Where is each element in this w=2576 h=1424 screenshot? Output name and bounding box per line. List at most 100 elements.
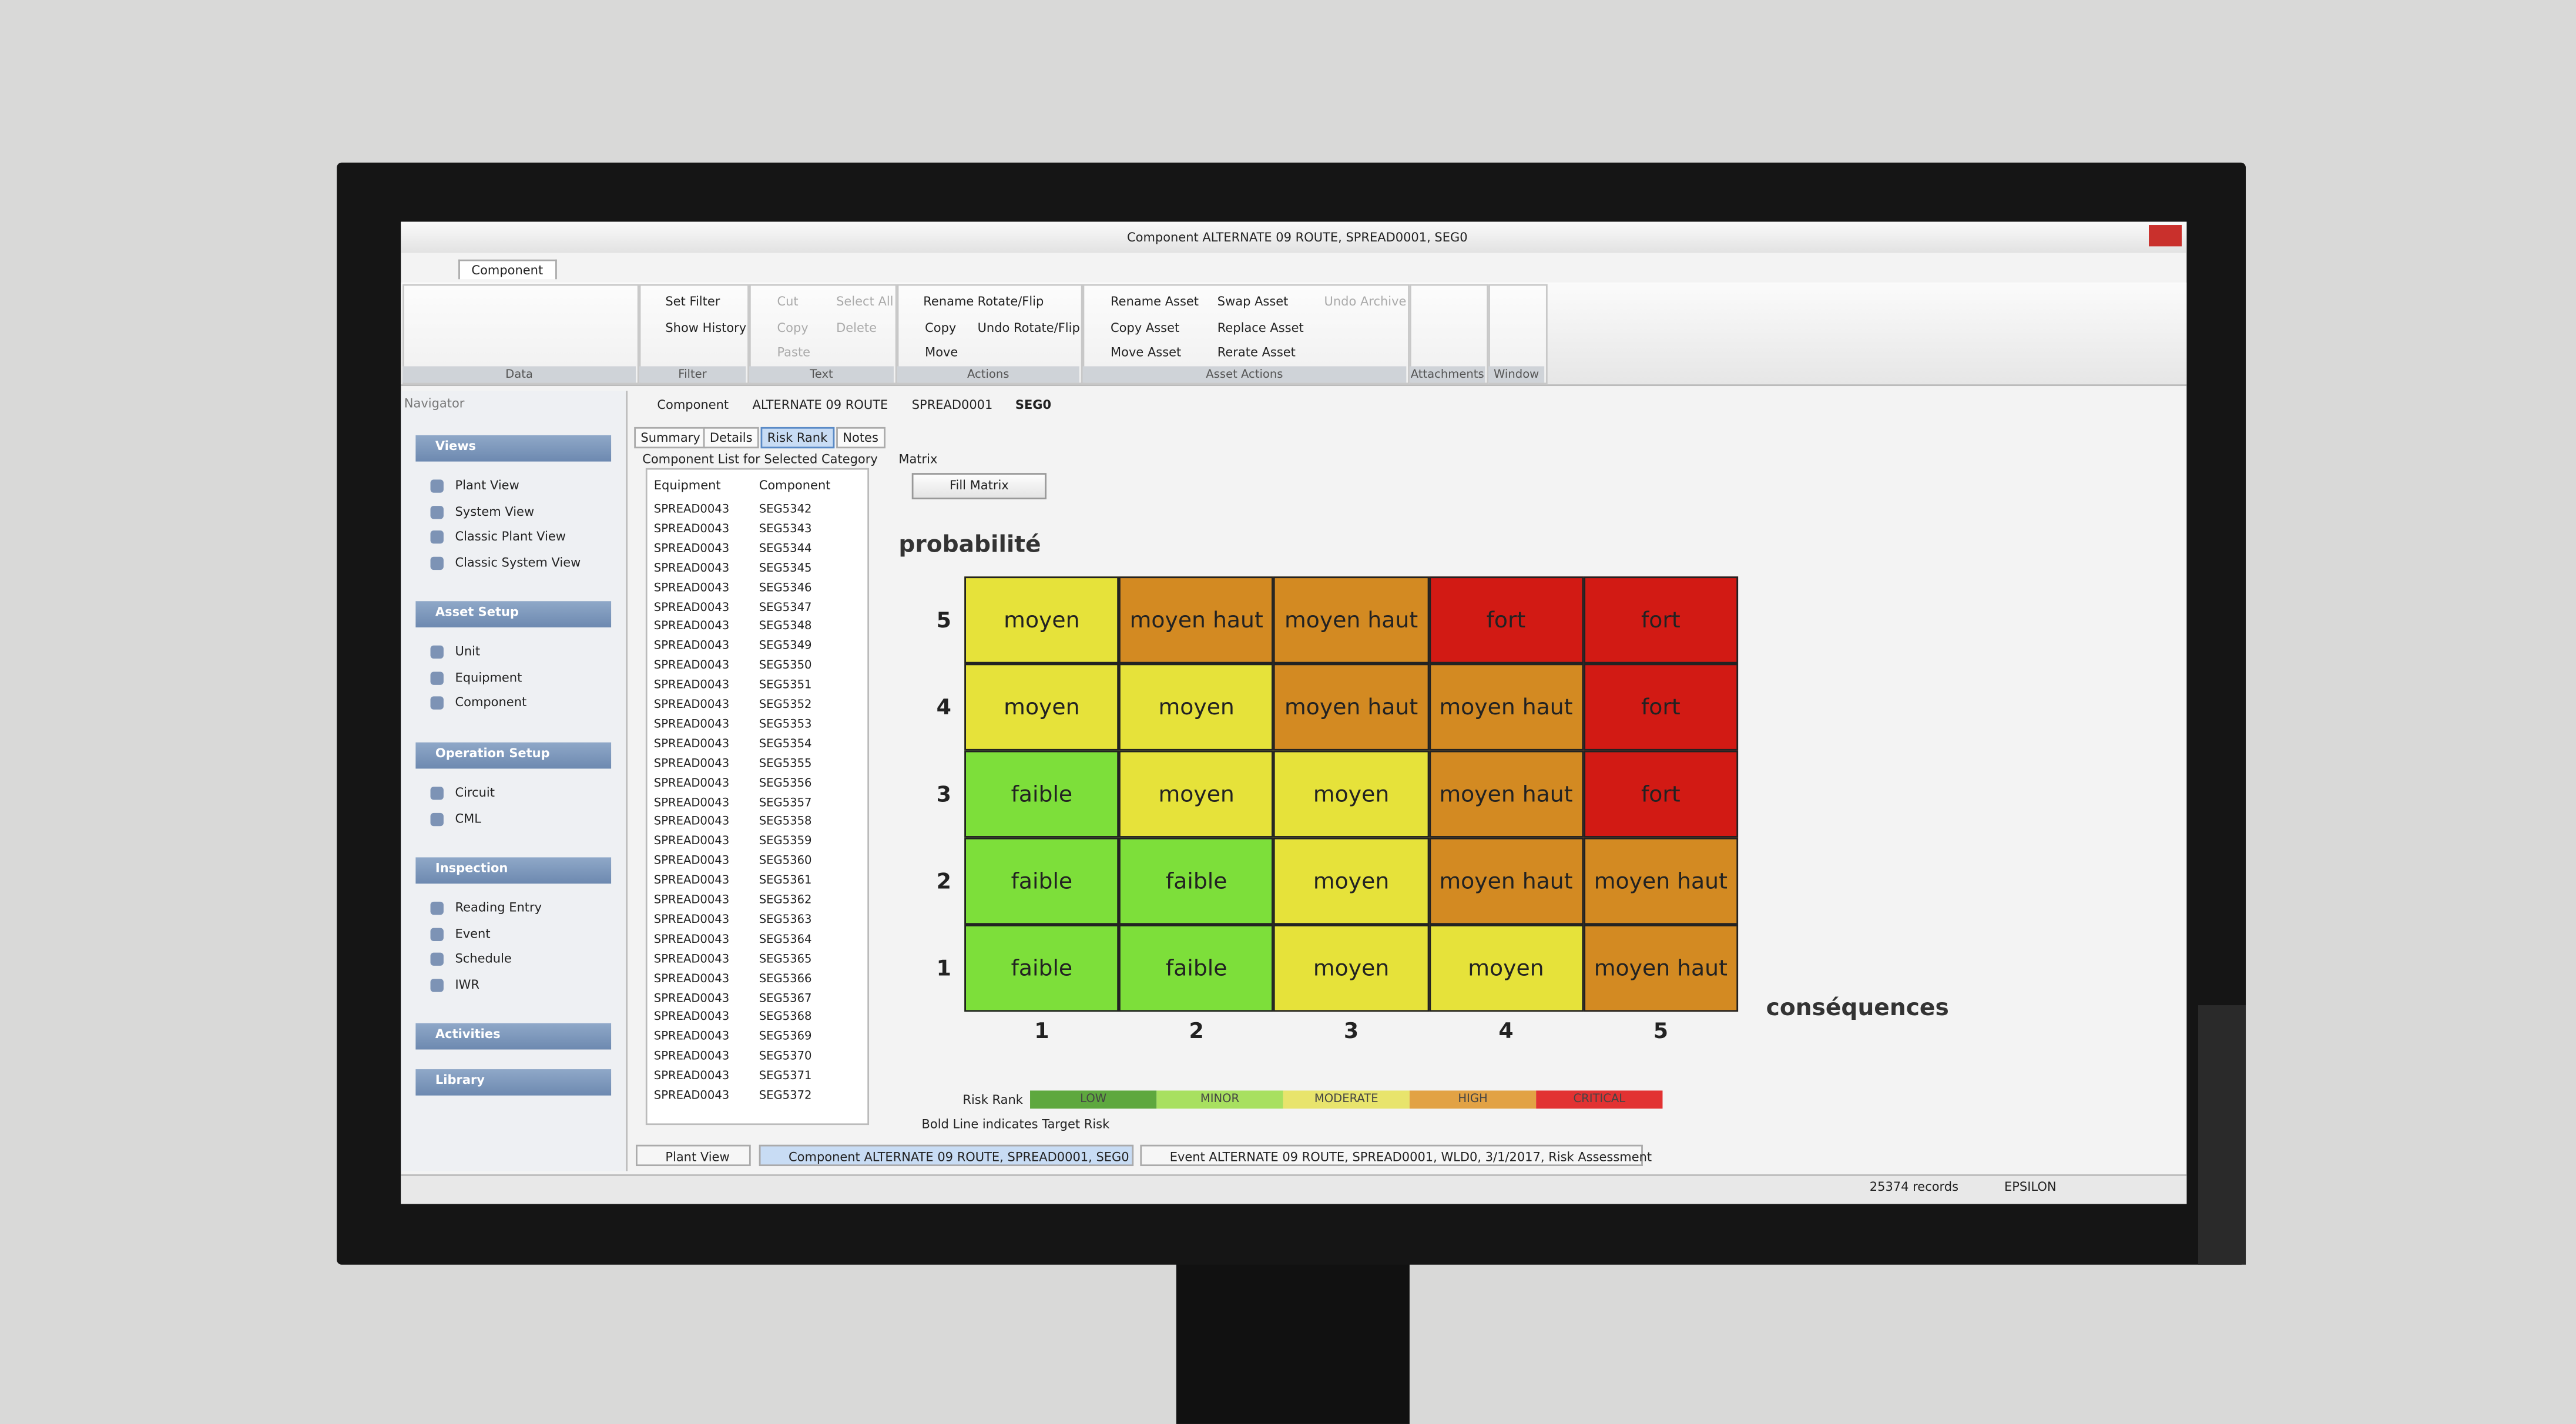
nav-section-header[interactable]: Activities xyxy=(415,1023,612,1050)
ribbon-button[interactable]: Show History xyxy=(665,320,747,335)
list-cell[interactable]: SEG5358 xyxy=(759,815,812,829)
list-cell[interactable]: SPREAD0043 xyxy=(653,893,730,907)
fill-matrix-button[interactable]: Fill Matrix xyxy=(911,473,1047,499)
list-cell[interactable]: SEG5367 xyxy=(759,991,812,1005)
breadcrumb-item[interactable]: SPREAD0001 xyxy=(911,397,993,412)
list-cell[interactable]: SPREAD0043 xyxy=(653,502,730,516)
list-cell[interactable]: SPREAD0043 xyxy=(653,1089,730,1102)
list-cell[interactable]: SPREAD0043 xyxy=(653,580,730,594)
ribbon-button[interactable]: Copy Asset xyxy=(1111,320,1180,335)
nav-section-header[interactable]: Library xyxy=(415,1069,612,1096)
ribbon-tab[interactable]: Component xyxy=(458,259,556,280)
nav-section-header[interactable]: Operation Setup xyxy=(415,742,612,769)
list-cell[interactable]: SPREAD0043 xyxy=(653,971,730,985)
list-cell[interactable]: SPREAD0043 xyxy=(653,1069,730,1083)
list-cell[interactable]: SPREAD0043 xyxy=(653,1050,730,1063)
list-cell[interactable]: SEG5355 xyxy=(759,756,812,770)
ribbon-button[interactable]: Move xyxy=(925,345,958,360)
list-cell[interactable]: SEG5362 xyxy=(759,893,812,907)
nav-item[interactable]: Event xyxy=(455,925,491,941)
ribbon-button[interactable]: Paste xyxy=(777,345,811,360)
list-cell[interactable]: SPREAD0043 xyxy=(653,756,730,770)
nav-item[interactable]: Classic Plant View xyxy=(455,529,566,544)
nav-item[interactable]: Classic System View xyxy=(455,554,581,569)
list-cell[interactable]: SPREAD0043 xyxy=(653,932,730,946)
close-button[interactable] xyxy=(2149,225,2182,247)
list-cell[interactable]: SEG5350 xyxy=(759,659,812,673)
list-cell[interactable]: SPREAD0043 xyxy=(653,737,730,751)
list-cell[interactable]: SEG5368 xyxy=(759,1010,812,1024)
list-cell[interactable]: SEG5349 xyxy=(759,639,812,653)
list-cell[interactable]: SEG5352 xyxy=(759,698,812,711)
ribbon-button[interactable]: Select All xyxy=(836,294,894,309)
list-cell[interactable]: SPREAD0043 xyxy=(653,874,730,887)
list-cell[interactable]: SEG5351 xyxy=(759,678,812,692)
nav-item[interactable]: Component xyxy=(455,694,527,710)
nav-item[interactable]: Reading Entry xyxy=(455,900,542,915)
nav-item[interactable]: System View xyxy=(455,503,535,519)
list-cell[interactable]: SEG5359 xyxy=(759,835,812,848)
ribbon-button[interactable]: Swap Asset xyxy=(1217,294,1289,309)
breadcrumb-item[interactable]: SEG0 xyxy=(1015,397,1052,412)
nav-item[interactable]: Plant View xyxy=(455,478,519,493)
breadcrumb-item[interactable]: ALTERNATE 09 ROUTE xyxy=(752,397,888,412)
ribbon-button[interactable]: Rename xyxy=(923,294,974,309)
list-cell[interactable]: SEG5356 xyxy=(759,776,812,790)
list-cell[interactable]: SEG5347 xyxy=(759,600,812,614)
list-cell[interactable]: SPREAD0043 xyxy=(653,854,730,868)
list-cell[interactable]: SPREAD0043 xyxy=(653,659,730,673)
list-cell[interactable]: SEG5346 xyxy=(759,580,812,594)
ribbon-button[interactable]: Rotate/Flip xyxy=(977,294,1044,309)
list-cell[interactable]: SPREAD0043 xyxy=(653,678,730,692)
nav-item[interactable]: Unit xyxy=(455,643,481,659)
list-cell[interactable]: SPREAD0043 xyxy=(653,952,730,966)
ribbon-button[interactable]: Rerate Asset xyxy=(1217,345,1296,360)
list-cell[interactable]: SPREAD0043 xyxy=(653,1010,730,1024)
list-cell[interactable]: SPREAD0043 xyxy=(653,776,730,790)
nav-item[interactable]: IWR xyxy=(455,976,479,992)
list-cell[interactable]: SPREAD0043 xyxy=(653,639,730,653)
list-cell[interactable]: SEG5353 xyxy=(759,717,812,731)
ribbon-button[interactable]: Replace Asset xyxy=(1217,320,1304,335)
nav-section-header[interactable]: Asset Setup xyxy=(415,601,612,627)
list-cell[interactable]: SEG5345 xyxy=(759,561,812,575)
document-tab[interactable]: Event ALTERNATE 09 ROUTE, SPREAD0001, WL… xyxy=(1140,1144,1652,1167)
ribbon-button[interactable]: Cut xyxy=(777,294,799,309)
nav-item[interactable]: CML xyxy=(455,810,481,825)
list-cell[interactable]: SPREAD0043 xyxy=(653,698,730,711)
list-cell[interactable]: SEG5372 xyxy=(759,1089,812,1102)
list-cell[interactable]: SEG5370 xyxy=(759,1050,812,1063)
list-cell[interactable]: SEG5361 xyxy=(759,874,812,887)
list-cell[interactable]: SPREAD0043 xyxy=(653,991,730,1005)
list-cell[interactable]: SEG5369 xyxy=(759,1030,812,1044)
list-cell[interactable]: SPREAD0043 xyxy=(653,717,730,731)
ribbon-button[interactable]: Undo Archive xyxy=(1324,294,1407,309)
detail-tab[interactable]: Risk Rank xyxy=(760,426,834,449)
document-tab[interactable]: Plant View xyxy=(636,1144,751,1167)
ribbon-button[interactable]: Rename Asset xyxy=(1111,294,1199,309)
ribbon-button[interactable]: Copy xyxy=(925,320,957,335)
list-cell[interactable]: SPREAD0043 xyxy=(653,600,730,614)
nav-section-header[interactable]: Inspection xyxy=(415,857,612,884)
list-cell[interactable]: SEG5365 xyxy=(759,952,812,966)
nav-section-header[interactable]: Views xyxy=(415,435,612,462)
list-cell[interactable]: SEG5343 xyxy=(759,522,812,536)
list-cell[interactable]: SEG5354 xyxy=(759,737,812,751)
list-cell[interactable]: SEG5371 xyxy=(759,1069,812,1083)
nav-item[interactable]: Schedule xyxy=(455,951,512,966)
ribbon-button[interactable]: Undo Rotate/Flip xyxy=(977,320,1080,335)
detail-tab[interactable]: Summary xyxy=(634,426,707,449)
ribbon-button[interactable]: Delete xyxy=(836,320,877,335)
list-cell[interactable]: SEG5344 xyxy=(759,542,812,555)
detail-tab[interactable]: Details xyxy=(703,426,759,449)
list-cell[interactable]: SEG5357 xyxy=(759,795,812,809)
list-cell[interactable]: SPREAD0043 xyxy=(653,1030,730,1044)
list-cell[interactable]: SPREAD0043 xyxy=(653,542,730,555)
list-cell[interactable]: SPREAD0043 xyxy=(653,522,730,536)
list-cell[interactable]: SPREAD0043 xyxy=(653,620,730,633)
list-cell[interactable]: SPREAD0043 xyxy=(653,835,730,848)
list-cell[interactable]: SEG5366 xyxy=(759,971,812,985)
list-cell[interactable]: SPREAD0043 xyxy=(653,795,730,809)
nav-item[interactable]: Equipment xyxy=(455,669,522,684)
list-cell[interactable]: SEG5348 xyxy=(759,620,812,633)
